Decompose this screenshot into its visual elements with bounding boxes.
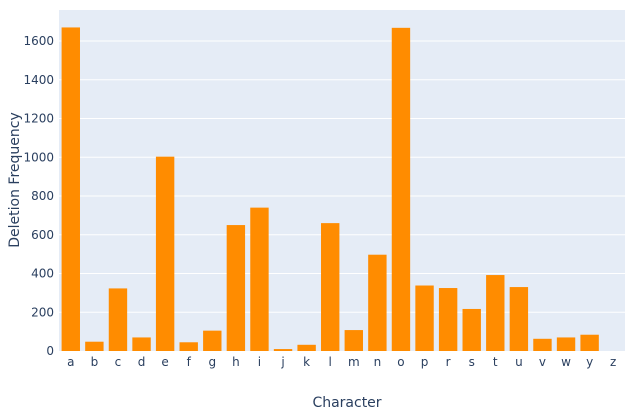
x-tick-label-y: y [586,355,593,369]
x-tick-label-h: h [232,355,240,369]
x-tick-label-m: m [348,355,360,369]
bar-h [226,225,246,351]
bar-v [533,338,552,351]
grid-lines [59,40,625,313]
y-tick-label: 1000 [23,150,54,164]
x-tick-label-l: l [329,355,332,369]
bar-i [250,207,269,351]
x-tick-label-p: p [421,355,429,369]
x-tick-label-z: z [610,355,616,369]
x-tick-label-t: t [493,355,498,369]
bars [61,27,599,351]
x-tick-label-o: o [397,355,404,369]
bar-s [462,308,481,351]
x-tick-label-e: e [161,355,168,369]
x-tick-label-j: j [280,355,284,369]
bar-m [344,330,363,351]
x-tick-label-s: s [469,355,475,369]
x-axis-title: Character [312,395,381,410]
plot-area [59,10,625,351]
y-tick-label: 800 [31,189,54,203]
x-tick-label-r: r [446,355,451,369]
bar-g [203,330,222,351]
x-tick-label-g: g [208,355,216,369]
bar-l [321,223,340,351]
bar-f [179,342,198,351]
x-tick-label-k: k [303,355,310,369]
y-axis-ticks: 0 200 400 600 800 1000 1200 1400 1600 [23,34,54,358]
bar-r [438,288,458,351]
y-tick-label: 1600 [23,34,54,48]
bar-e [155,156,175,351]
y-tick-label: 200 [31,305,54,319]
bar-j [273,349,293,351]
x-tick-label-a: a [67,355,74,369]
bar-w [556,337,576,351]
bar-p [415,285,434,351]
x-tick-label-c: c [115,355,122,369]
bar-t [486,275,505,351]
bar-d [132,337,151,351]
x-tick-label-i: i [258,355,261,369]
y-axis-title: Deletion Frequency [7,112,23,248]
y-tick-label: 1200 [23,112,54,126]
bar-u [509,287,529,351]
y-tick-label: 1400 [23,73,54,87]
x-tick-label-b: b [91,355,99,369]
bar-o [391,27,411,351]
x-tick-label-u: u [515,355,523,369]
bar-y [580,334,599,351]
y-tick-label: 0 [46,344,54,358]
x-tick-label-w: w [561,355,571,369]
bar-c [108,288,128,351]
bar-b [85,341,104,351]
y-tick-label: 400 [31,267,54,281]
bar-a [61,27,80,351]
x-tick-label-n: n [374,355,382,369]
x-tick-label-d: d [138,355,146,369]
x-tick-label-f: f [187,355,192,369]
bar-n [368,254,387,351]
y-tick-label: 600 [31,228,54,242]
x-tick-label-v: v [539,355,546,369]
bar-k [297,344,316,351]
